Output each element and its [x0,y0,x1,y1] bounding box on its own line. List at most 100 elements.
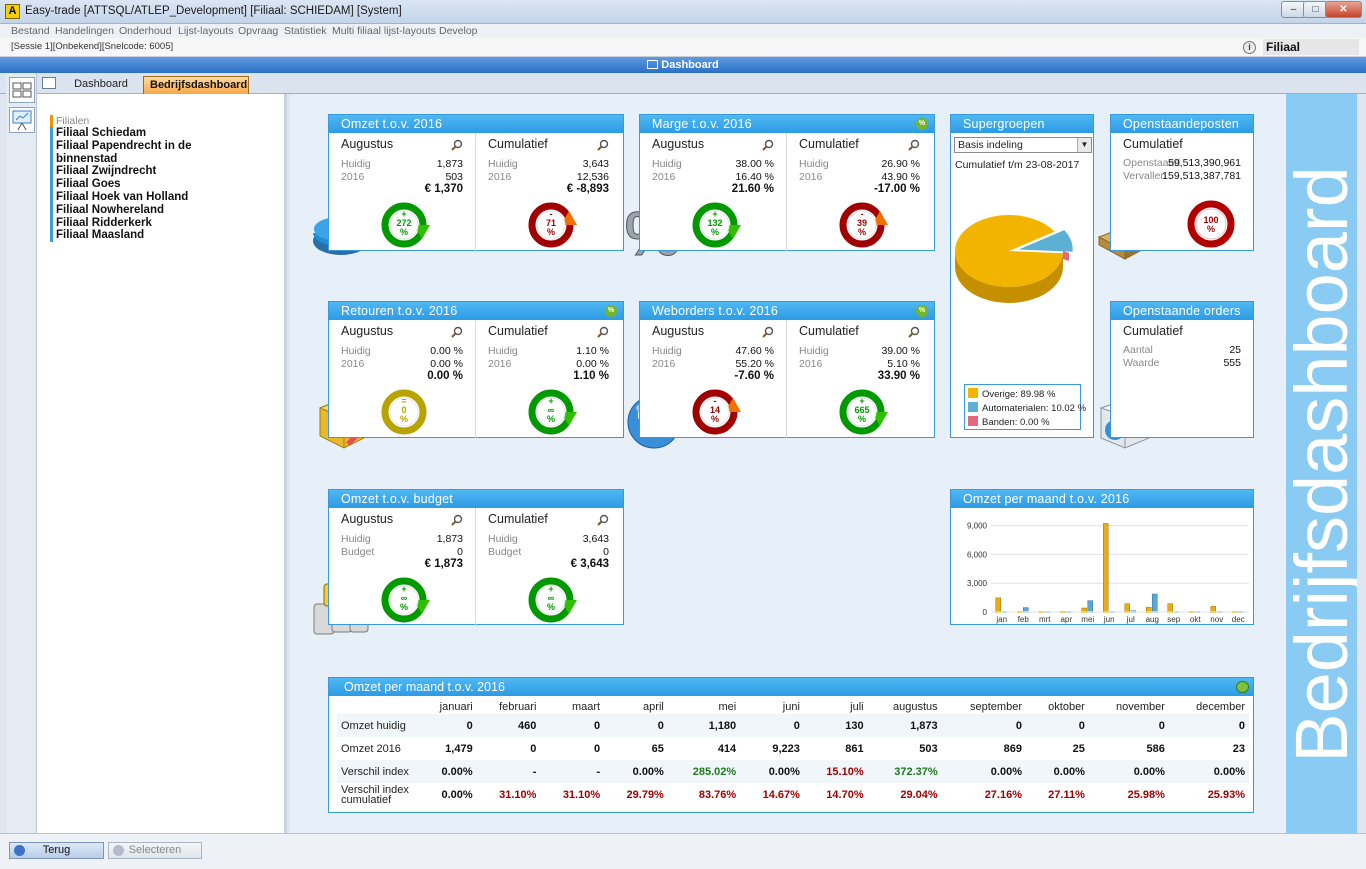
waarde-value: 555 [1223,357,1241,369]
magnifier-icon[interactable] [597,514,609,526]
tab-dashboard[interactable]: Dashboard [74,78,128,90]
table-cell: 25.93% [1207,788,1245,801]
card-title: Omzet t.o.v. 2016 [329,115,623,133]
back-button[interactable]: Terug [9,842,104,859]
menu-multi-filiaal[interactable]: Multi filiaal lijst-layouts [332,25,436,37]
y-tick-label: 6,000 [967,550,988,559]
menu-handelingen[interactable]: Handelingen [55,25,114,37]
filialen-panel: Filialen Filiaal Schiedam Filiaal Papend… [37,94,287,833]
bar-jul-2016 [1124,603,1130,613]
menu-bestand[interactable]: Bestand [11,25,50,37]
close-button[interactable]: ✕ [1325,1,1362,18]
x-tick-label: dec [1232,615,1245,624]
bar-base [1173,611,1179,613]
filiaal-item[interactable]: Filiaal Zwijndrecht [56,165,157,178]
bar-jun-2016 [1103,523,1109,613]
row-value: 503 [445,171,463,183]
row-value: 43.90 % [881,171,920,183]
row-label: Huidig [652,158,682,170]
kpi-left: Augustus Huidig 1,873 2016 503 € 1,370 +272% [329,133,475,251]
magnifier-icon[interactable] [451,139,463,151]
magnifier-icon[interactable] [762,326,774,338]
menu-onderhoud[interactable]: Onderhoud [119,25,172,37]
title-bar: A Easy-trade [ATTSQL/ATLEP_Development] … [0,0,1366,24]
kpi-total: -7.60 % [734,370,774,382]
table-cell: 0 [740,714,804,737]
menu-lijst-layouts[interactable]: Lijst-layouts [178,25,234,37]
month-header: oktober [1048,701,1085,713]
select-button[interactable]: Selecteren [108,842,202,859]
table-cell: 0 [530,742,537,755]
maand-table-title: Omzet per maand t.o.v. 2016 [329,678,1253,696]
kpi-right: Cumulatief Huidig 1.10 % 2016 0.00 % 1.10 % + ∞… [475,320,621,438]
bar-base [1023,611,1029,613]
table-cell: 31.10% [499,788,537,801]
magnifier-icon[interactable] [597,139,609,151]
filiaal-item[interactable]: Filiaal Schiedam [56,127,147,139]
table-cell: 25 [1072,742,1085,755]
filiaal-item[interactable]: Filiaal Papendrecht in de binnenstad [56,139,192,165]
magnifier-icon[interactable] [908,139,920,151]
bar-aug-huidig [1152,593,1158,613]
bar-base [1167,611,1173,613]
grid-view-icon[interactable] [9,77,35,103]
pie-slice-automaterialen [1018,230,1073,252]
table-cell: - [540,760,605,783]
table-cell: 14.67% [762,788,800,801]
card-openstaande-orders: Openstaande orders Cumulatief Aantal 25 … [1110,301,1254,438]
select-value: Basis indeling [958,139,1023,151]
left-icon-strip [6,73,37,833]
card-budget: Omzet t.o.v. budget Augustus Huidig 1,873 Bu… [328,489,624,626]
kpi-total: -17.00 % [873,183,920,195]
filiaal-item[interactable]: Filiaal Hoek van Holland [56,190,189,203]
row-label: 2016 [799,171,823,183]
magnifier-icon[interactable] [451,514,463,526]
magnifier-icon[interactable] [908,326,920,338]
menu-bar: Bestand Handelingen Onderhoud Lijst-layo… [0,24,1366,38]
info-icon[interactable]: i [1243,41,1256,54]
filiaal-item[interactable]: Filiaal Goes [56,178,121,191]
ring-text: +132% [707,209,723,237]
row-value: 1.10 % [576,345,609,357]
month-header: december [1196,701,1245,713]
tab-bedrijfsdashboard[interactable]: Bedrijfsdashboard [143,76,249,94]
card-marge: Marge t.o.v. 2016% Augustus Huidig 38.00 % 2… [639,114,935,251]
menu-statistiek[interactable]: Statistiek [284,25,327,37]
filiaal-item[interactable]: Filiaal Ridderkerk [56,216,152,229]
kpi-period-title: Cumulatief [488,137,548,151]
filiaal-item[interactable]: Filiaal Maasland [56,229,145,242]
trend-ring-icon [528,389,577,435]
table-cell: 0 [1088,714,1169,737]
row-value: 0.00 % [430,345,463,357]
export-icon[interactable] [1236,681,1249,693]
month-header: januari [439,701,473,713]
legend-swatch [968,416,978,426]
supergroepen-select[interactable]: Basis indeling ▼ [954,137,1092,153]
ring-text: +665% [854,396,870,424]
presentation-board-icon[interactable] [9,107,35,133]
menu-develop[interactable]: Develop [439,25,478,37]
table-cell: 460 [476,714,541,737]
x-tick-label: jan [995,615,1007,624]
table-cell: 0.00% [441,788,473,801]
row-value: 12,536 [576,171,609,183]
maand-table: Omzet per maand t.o.v. 2016 januari febru… [328,677,1254,813]
ring-text: + ∞% [399,584,408,612]
filiaal-item[interactable]: Filiaal Nowhereland [56,203,164,216]
bar-base [1195,611,1201,613]
row-label: Verschil index [337,760,419,783]
kpi-left: Augustus Huidig 1,873 Budget 0 € 1,873 + ∞% [329,508,475,626]
menu-opvraag[interactable]: Opvraag [238,25,279,37]
ring-text: +272% [396,209,412,237]
bar-base [995,611,1001,613]
magnifier-icon[interactable] [451,326,463,338]
percent-badge-icon: % [605,305,617,317]
trend-ring-icon [381,202,430,248]
bar-sep-2016 [1167,603,1173,613]
month-header: november [1115,701,1165,713]
bar-base [1216,611,1222,613]
magnifier-icon[interactable] [597,326,609,338]
magnifier-icon[interactable] [762,139,774,151]
y-tick-label: 3,000 [967,579,988,588]
table-cell: 14.70% [826,788,864,801]
